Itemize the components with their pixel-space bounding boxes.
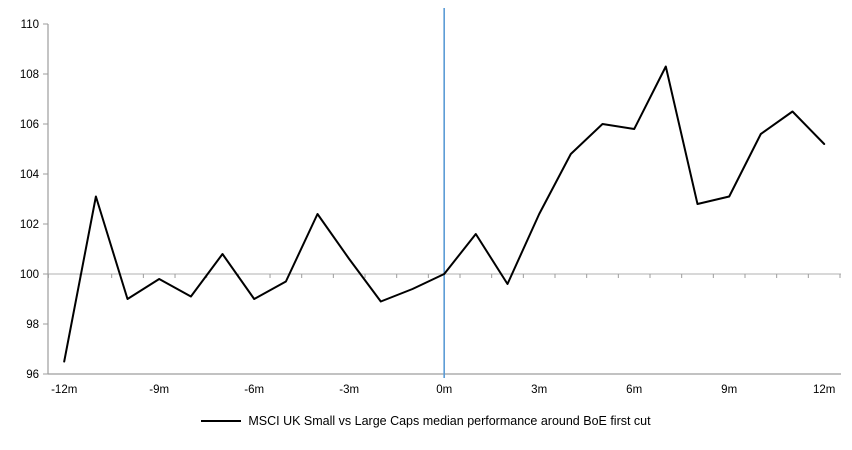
x-tick-label: 3m [531, 384, 547, 396]
x-tick-label: 9m [721, 384, 737, 396]
legend-label: MSCI UK Small vs Large Caps median perfo… [248, 414, 651, 428]
x-tick-label: -12m [51, 384, 77, 396]
y-tick-label: 108 [20, 69, 39, 81]
y-tick-label: 110 [21, 19, 39, 31]
x-tick-label: -6m [244, 384, 264, 396]
x-tick-label: 12m [813, 384, 835, 396]
x-tick-label: 6m [626, 384, 642, 396]
y-tick-label: 102 [20, 219, 39, 231]
chart-canvas: 96 98 100 102 104 106 108 110 -12m -9m -6m -3m 0m 3m 6… [20, 8, 841, 396]
legend-line-swatch [201, 420, 242, 422]
y-tick-label: 98 [26, 319, 39, 331]
y-tick-label: 100 [20, 269, 39, 281]
legend: MSCI UK Small vs Large Caps median perfo… [0, 414, 852, 428]
x-tick-label: 0m [436, 384, 452, 396]
x-tick-label: -9m [149, 384, 169, 396]
series-line [63, 65, 826, 363]
y-tick-label: 96 [26, 369, 39, 381]
y-tick-label: 104 [20, 169, 40, 181]
x-tick-label: -3m [339, 384, 359, 396]
y-tick-label: 106 [20, 119, 39, 131]
